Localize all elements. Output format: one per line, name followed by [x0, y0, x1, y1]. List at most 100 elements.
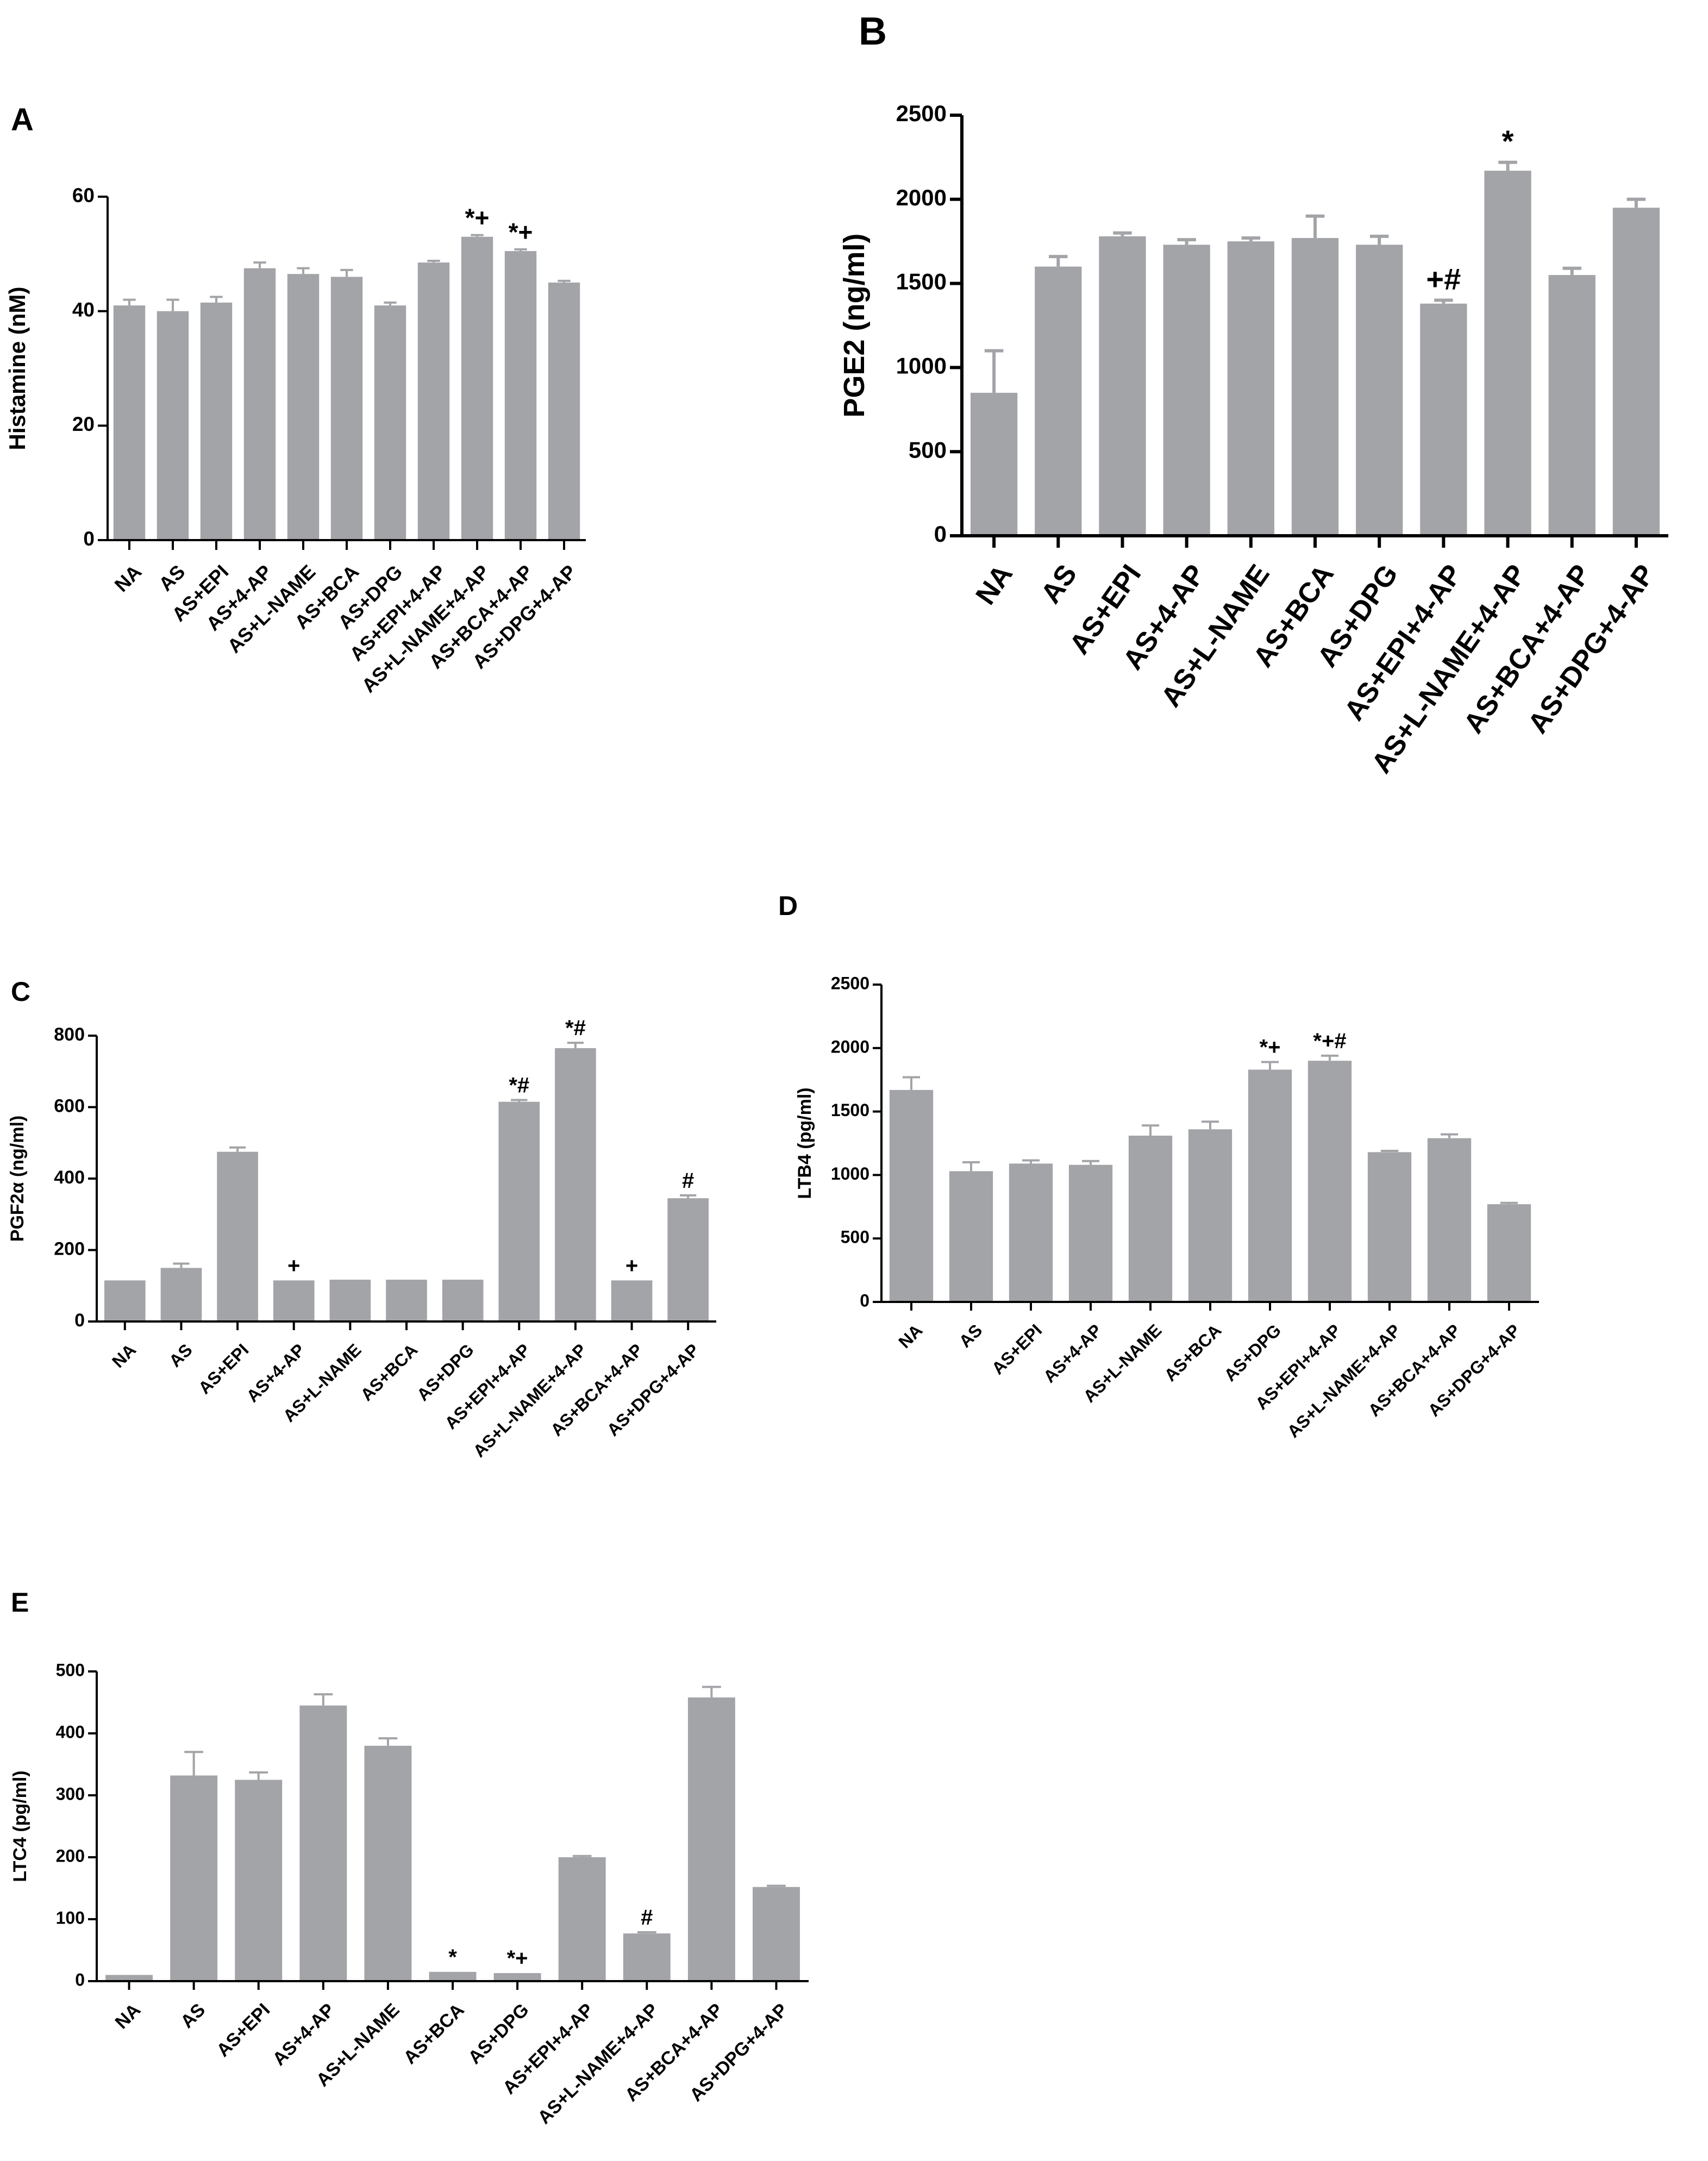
bar-a-2: [200, 302, 233, 540]
bar-b-6: [1356, 245, 1403, 536]
bar-d-9: [1427, 1138, 1472, 1302]
bar-c-3: [273, 1280, 315, 1321]
bar-d-1: [949, 1171, 993, 1302]
y-tick-label-d-1: 500: [841, 1227, 869, 1247]
panel-letter-a: A: [11, 102, 34, 137]
bar-c-4: [329, 1280, 371, 1321]
bar-e-7: [558, 1857, 606, 1981]
bar-b-8: [1484, 171, 1531, 536]
y-tick-label-e-5: 500: [56, 1660, 85, 1680]
category-label-d-0: NA: [894, 1320, 926, 1352]
bar-b-1: [1035, 266, 1082, 536]
significance-label-e-8: #: [641, 1906, 653, 1930]
bar-b-4: [1227, 241, 1274, 536]
bar-b-5: [1291, 238, 1339, 536]
bar-d-2: [1009, 1163, 1053, 1302]
y-tick-label-d-0: 0: [860, 1291, 869, 1310]
y-tick-label-a-3: 60: [72, 184, 95, 206]
y-tick-label-c-1: 200: [54, 1238, 85, 1259]
bar-c-6: [442, 1280, 484, 1321]
category-label-e-2: AS+EPI: [212, 2000, 274, 2061]
y-tick-label-c-0: 0: [74, 1310, 85, 1331]
y-tick-label-d-4: 2000: [831, 1037, 869, 1056]
bar-c-2: [217, 1151, 258, 1321]
category-label-d-8: AS+L-NAME+4-AP: [1284, 1320, 1405, 1442]
y-tick-label-e-3: 300: [56, 1784, 85, 1803]
bar-a-3: [243, 268, 276, 540]
category-label-d-5: AS+BCA: [1160, 1320, 1225, 1385]
bar-a-4: [287, 274, 320, 540]
bar-a-10: [548, 283, 580, 540]
bar-d-0: [889, 1089, 934, 1302]
y-tick-label-c-2: 400: [54, 1167, 85, 1188]
bar-d-7: [1307, 1061, 1352, 1302]
bar-c-0: [104, 1280, 146, 1321]
category-label-d-2: AS+EPI: [988, 1320, 1046, 1379]
category-label-e-3: AS+4-AP: [268, 2000, 339, 2070]
panel-e-ltc4-chart: ENA AS AS+EPIAS+4-APAS+L-NAME*AS+BCA*+AS+D…: [10, 1587, 809, 2128]
significance-label-b-8: *: [1502, 124, 1514, 158]
y-tick-label-e-0: 0: [75, 1970, 85, 1989]
panel-letter-b: B: [859, 10, 887, 53]
bar-c-1: [160, 1268, 202, 1321]
bar-e-10: [752, 1887, 800, 1981]
bar-e-8: [623, 1933, 671, 1981]
bar-d-6: [1248, 1069, 1292, 1302]
panel-c-pgf2a-chart: CNA ASAS+EPI+AS+4-APAS+L-NAMEAS+BCAAS+DPG…: [7, 976, 716, 1461]
bar-e-6: [493, 1973, 541, 1981]
y-axis-title-c: PGF2α (ng/ml): [7, 1116, 28, 1242]
category-label-b-0: NA: [969, 559, 1019, 611]
bar-d-8: [1367, 1152, 1412, 1302]
bar-e-2: [235, 1780, 283, 1981]
significance-label-c-10: #: [682, 1169, 694, 1193]
y-tick-label-e-4: 400: [56, 1722, 85, 1742]
y-tick-label-d-3: 1500: [831, 1100, 869, 1120]
bar-a-8: [461, 236, 493, 540]
y-tick-label-d-2: 1000: [831, 1164, 869, 1183]
significance-label-c-9: +: [625, 1254, 638, 1277]
y-axis-title-e: LTC4 (pg/ml): [10, 1770, 30, 1882]
y-tick-label-b-3: 1500: [896, 269, 947, 295]
panel-letter-e: E: [11, 1587, 29, 1618]
bar-e-3: [299, 1705, 347, 1981]
bar-a-7: [417, 262, 450, 540]
bar-b-3: [1163, 245, 1210, 536]
category-label-e-0: NA: [111, 2000, 145, 2033]
bar-a-0: [113, 305, 146, 540]
category-label-e-5: AS+BCA: [399, 2000, 468, 2068]
bar-e-1: [170, 1775, 218, 1981]
panel-letter-c: C: [11, 976, 30, 1007]
significance-label-d-6: *+: [1260, 1035, 1281, 1059]
y-tick-label-b-1: 500: [909, 437, 947, 462]
y-tick-label-c-3: 600: [54, 1095, 85, 1116]
y-tick-label-b-5: 2500: [896, 101, 947, 126]
category-label-c-1: AS: [165, 1340, 196, 1371]
significance-label-c-8: *#: [565, 1016, 586, 1040]
y-tick-label-c-4: 800: [54, 1024, 85, 1045]
bar-a-6: [374, 305, 406, 540]
category-label-e-6: AS+DPG: [464, 2000, 533, 2068]
bar-b-0: [970, 392, 1018, 536]
y-tick-label-a-1: 20: [72, 413, 95, 435]
significance-label-e-6: *+: [507, 1946, 528, 1970]
bar-b-10: [1612, 208, 1660, 536]
bar-c-9: [611, 1280, 653, 1321]
bar-c-10: [667, 1198, 709, 1321]
bar-e-4: [364, 1745, 412, 1981]
category-label-e-8: AS+L-NAME+4-AP: [534, 2000, 662, 2128]
category-label-a-0: NA: [110, 560, 146, 596]
category-label-e-1: AS: [177, 2000, 209, 2032]
category-label-c-5: AS+BCA: [356, 1340, 421, 1405]
y-tick-label-b-2: 1000: [896, 353, 947, 378]
bar-e-5: [429, 1971, 477, 1981]
bar-d-3: [1068, 1164, 1113, 1302]
bar-b-7: [1420, 303, 1467, 536]
bar-e-9: [687, 1697, 735, 1981]
bar-d-4: [1128, 1135, 1173, 1302]
bar-b-2: [1099, 236, 1146, 536]
bar-b-9: [1548, 275, 1596, 536]
significance-label-c-7: *#: [509, 1073, 529, 1097]
bar-a-9: [504, 251, 537, 541]
bar-a-1: [157, 311, 189, 540]
